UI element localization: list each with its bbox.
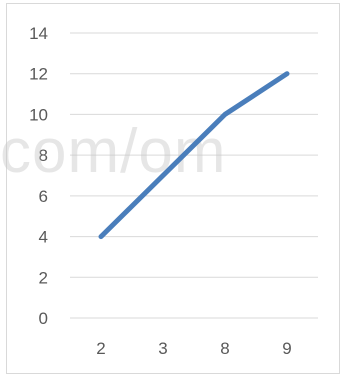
y-tick-label: 6 (39, 187, 48, 206)
y-tick-label: 10 (29, 105, 48, 124)
x-tick-label: 2 (96, 339, 105, 358)
watermark-text: com/om (0, 117, 226, 186)
y-tick-label: 14 (29, 24, 48, 43)
y-tick-label: 0 (39, 309, 48, 328)
x-tick-label: 3 (158, 339, 167, 358)
series-layer (98, 71, 290, 240)
x-tick-label: 8 (220, 339, 229, 358)
x-axis-tick-labels: 2 3 8 9 (96, 339, 291, 358)
y-tick-label: 4 (39, 228, 48, 247)
y-axis-tick-labels: 0 2 4 6 8 10 12 14 (29, 24, 48, 328)
y-tick-label: 8 (39, 146, 48, 165)
gridlines (70, 32, 318, 319)
y-tick-label: 2 (39, 268, 48, 287)
y-tick-label: 12 (29, 65, 48, 84)
chart-area (6, 3, 340, 374)
series-line-0 (98, 71, 290, 240)
x-tick-label: 9 (282, 339, 291, 358)
